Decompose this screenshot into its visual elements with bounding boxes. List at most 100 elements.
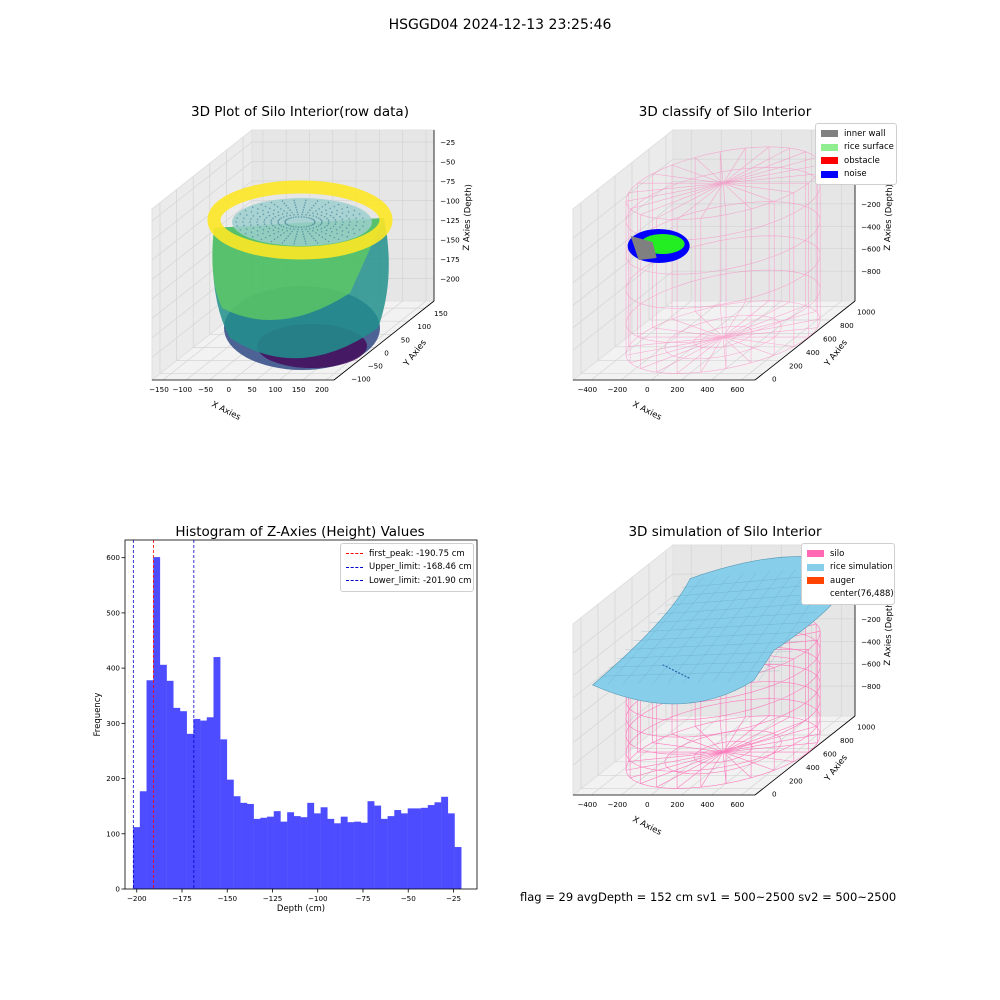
scatter-point — [277, 214, 280, 217]
histogram-bar — [133, 827, 141, 889]
y-tick-label: 0 — [772, 790, 777, 799]
auger-line — [662, 664, 691, 680]
floor-spoke — [723, 726, 817, 753]
y-tick-label: 50 — [401, 335, 411, 344]
x-axis-label: X Axies — [210, 400, 243, 423]
scatter-point — [326, 224, 328, 227]
scatter-point — [260, 238, 263, 241]
scatter-point — [311, 207, 313, 209]
z-axis-label: Z Axies (Depth) — [462, 184, 474, 251]
histogram-bar — [320, 807, 328, 889]
y-axis-label: Frequency — [93, 693, 103, 737]
legend-item-first-peak: first_peak: -190.75 cm — [346, 547, 468, 561]
scatter-point — [320, 214, 323, 217]
floor-spoke — [676, 336, 724, 374]
scatter-point — [272, 217, 274, 220]
scatter-point — [250, 218, 252, 220]
roof-spoke — [723, 182, 794, 193]
histogram-bar — [146, 680, 154, 889]
histogram-bar — [273, 811, 281, 889]
y-tick-label: 600 — [823, 749, 837, 758]
y-axis-line — [754, 300, 856, 381]
scatter-point — [301, 213, 303, 216]
scatter-point — [336, 232, 338, 235]
scatter-point — [280, 234, 282, 236]
roof-spoke — [656, 182, 724, 219]
scatter-point — [321, 206, 324, 208]
scatter-point — [270, 223, 273, 225]
scatter-point — [309, 209, 311, 211]
y-grid-line — [597, 189, 780, 361]
x-tick-label: −200 — [127, 894, 147, 903]
floor-spoke — [723, 327, 818, 338]
scatter-point — [273, 232, 275, 235]
histogram-bar — [454, 847, 462, 889]
scatter-point — [317, 217, 320, 219]
first-peak-line-sample — [346, 553, 363, 555]
floor-spoke — [722, 715, 770, 753]
roof-spoke — [722, 182, 775, 202]
histogram-bar — [246, 803, 254, 889]
roof-spoke — [625, 182, 724, 202]
floor-ring — [664, 729, 782, 775]
y-tick-label: 800 — [840, 321, 854, 330]
scatter-point — [316, 213, 319, 215]
scatter-point — [318, 234, 320, 236]
legend-label: center(76,488) — [830, 589, 894, 600]
scatter-point — [249, 221, 251, 223]
scatter-point — [309, 227, 311, 230]
depth-histogram: −200 −175 −150 −125 −100 −75 −50 −25 0 100 200 300 4… — [93, 539, 478, 914]
scatter-point — [292, 225, 295, 228]
legend-label: auger — [830, 575, 855, 586]
histogram-bar — [407, 808, 415, 889]
floor-spoke — [722, 751, 775, 771]
scatter-point — [289, 214, 291, 217]
scatter-point — [303, 235, 305, 238]
scatter-point — [294, 238, 297, 240]
scatter-point — [293, 242, 295, 245]
scatter-point — [264, 205, 267, 208]
z-axis-label: Z Axies (Depth) — [883, 184, 895, 251]
scatter-point — [307, 211, 309, 214]
scatter-point — [282, 226, 285, 228]
floor-spoke — [625, 336, 724, 356]
floor-spoke — [700, 336, 724, 373]
scatter-point — [239, 229, 242, 231]
legend-item-noise: noise — [821, 168, 891, 182]
y-tick-label: 0 — [384, 348, 389, 357]
z-grid-line — [151, 161, 434, 241]
scatter-point — [293, 201, 296, 204]
x-tick-label: 600 — [730, 385, 744, 394]
legend-label: first_peak: -190.75 cm — [369, 548, 465, 559]
z-grid-line — [572, 181, 855, 261]
scatter-point — [334, 223, 337, 225]
histogram-bar — [226, 779, 234, 889]
scatter-point — [310, 224, 312, 227]
histogram-bar — [240, 802, 248, 889]
raw-data-3d-plot: −150 −100 −50 0 50 100 150 200−100−50050100150−… — [149, 128, 474, 423]
x-tick-label: −200 — [607, 800, 627, 809]
scatter-point — [312, 204, 315, 207]
scatter-point — [295, 206, 297, 209]
scatter-point — [272, 224, 274, 227]
scatter-point — [301, 228, 303, 231]
scatter-point — [362, 217, 364, 219]
histogram-title: Histogram of Z-Axies (Height) Values — [175, 524, 425, 540]
point-texture — [235, 199, 365, 245]
scatter-point — [236, 217, 238, 219]
x-grid-line — [711, 130, 812, 381]
scatter-point — [288, 224, 290, 227]
scatter-point — [309, 214, 311, 217]
z-tick-label: −400 — [861, 222, 881, 231]
scatter-point — [303, 216, 305, 218]
scatter-point — [263, 219, 266, 221]
x-tick-label: −100 — [308, 894, 328, 903]
scatter-point — [293, 240, 296, 243]
scatter-point — [363, 221, 365, 223]
floor-spoke — [719, 720, 724, 753]
scatter-point — [348, 218, 350, 220]
y-tick-label: 600 — [823, 334, 837, 343]
scatter-point — [287, 207, 289, 209]
histogram-bar — [374, 805, 382, 889]
histogram-bar — [380, 818, 388, 889]
